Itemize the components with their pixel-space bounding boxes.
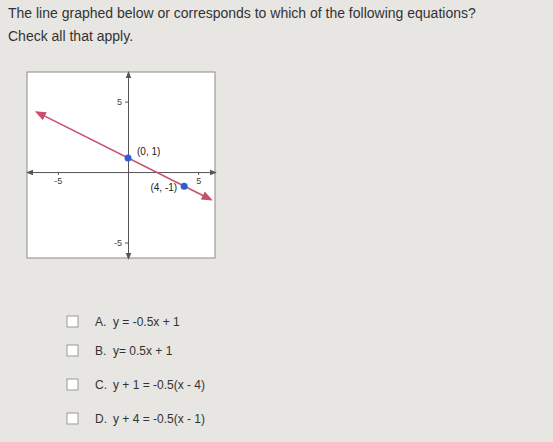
choice-letter: C. [95,378,107,392]
point [125,154,132,161]
x-axis: -5 5 [28,172,216,186]
x-axis-line [28,172,216,173]
point [181,183,188,190]
x-tick-label: 5 [196,176,201,186]
point-labels: (0, 1) (4, -1) [137,146,177,193]
choice-equation: y + 1 = -0.5(x - 4) [113,378,205,392]
choice-equation: y = -0.5x + 1 [113,315,180,329]
point-label: (0, 1) [137,146,160,157]
point-label: (4, -1) [150,182,177,193]
checkbox[interactable] [67,316,78,327]
x-tick: 5 [196,172,201,186]
x-tick-mark [58,172,59,175]
y-tick-mark [125,102,128,103]
y-tick-mark [125,243,128,244]
plot-frame [27,72,215,258]
x-tick-mark [198,172,199,175]
y-tick-label: 5 [117,97,122,107]
instruction: Check all that apply. [8,28,133,44]
checkbox[interactable] [67,345,78,356]
plot-area [37,112,211,199]
graphed-line [37,112,211,199]
y-tick: -5 [114,238,128,248]
question: The line graphed below or corresponds to… [8,5,476,21]
choice-letter: D. [95,412,107,426]
x-tick: -5 [54,172,62,186]
y-tick: 5 [117,97,128,107]
choice-equation: y + 4 = -0.5(x - 1) [113,412,205,426]
page: The line graphed below or corresponds to… [0,0,553,442]
y-tick-label: -5 [114,238,122,248]
checkbox[interactable] [67,379,78,390]
checkbox[interactable] [67,413,78,424]
y-axis-line [128,73,129,259]
choice-equation: y= 0.5x + 1 [113,344,173,358]
x-tick-label: -5 [54,176,62,186]
choice-letter: A. [95,315,106,329]
choice-letter: B. [95,344,106,358]
y-axis: -5 5 [114,73,129,259]
